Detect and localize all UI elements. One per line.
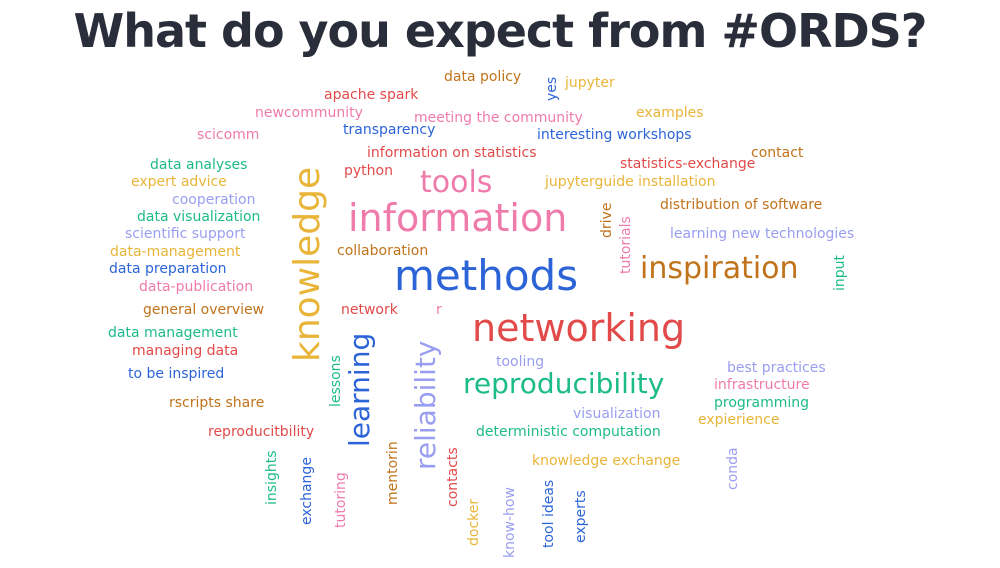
cloud-word: best practices <box>727 360 826 376</box>
cloud-word: knowledge exchange <box>532 453 681 469</box>
cloud-word: inspiration <box>640 251 799 286</box>
cloud-word: expert advice <box>131 174 227 190</box>
cloud-word: rscripts share <box>169 395 265 411</box>
cloud-word: tutorials <box>618 216 634 274</box>
cloud-word: managing data <box>132 343 239 359</box>
cloud-word: data analyses <box>150 157 248 173</box>
cloud-word: distribution of software <box>660 197 823 213</box>
cloud-word: exchange <box>299 457 315 525</box>
cloud-word: collaboration <box>337 243 429 259</box>
cloud-word: reliability <box>409 340 442 471</box>
cloud-word: docker <box>466 498 482 546</box>
cloud-word: visualization <box>573 406 661 422</box>
cloud-word: tooling <box>496 354 545 370</box>
cloud-word: information <box>348 196 568 240</box>
cloud-word: to be inspired <box>128 366 225 382</box>
cloud-word: learning <box>343 332 376 447</box>
cloud-word: tutoring <box>333 472 349 528</box>
cloud-word: scientific support <box>125 226 246 242</box>
cloud-word: interesting workshops <box>537 127 692 143</box>
cloud-word: infrastructure <box>714 377 810 393</box>
cloud-word: cooperation <box>172 192 256 208</box>
cloud-word: deterministic computation <box>476 424 661 440</box>
cloud-word: general overview <box>143 302 265 318</box>
cloud-word: networking <box>472 306 686 350</box>
cloud-word: meeting the community <box>414 110 583 126</box>
cloud-word: learning new technologies <box>670 226 855 242</box>
cloud-word: experts <box>573 490 589 543</box>
slide-title: What do you expect from #ORDS? <box>73 4 927 58</box>
cloud-word: r <box>436 302 442 318</box>
cloud-word: tool ideas <box>541 479 557 548</box>
cloud-word: network <box>341 302 398 318</box>
cloud-word: conda <box>725 447 741 490</box>
cloud-word: data-management <box>110 244 241 260</box>
cloud-word: apache spark <box>324 87 419 103</box>
cloud-word: contacts <box>445 447 461 507</box>
cloud-word: jupyterguide installation <box>545 174 716 190</box>
cloud-word: mentorin <box>385 441 401 505</box>
cloud-word: jupyter <box>565 75 615 91</box>
cloud-word: know-how <box>502 487 518 558</box>
cloud-word: reproducibility <box>463 367 665 400</box>
cloud-word: data-publication <box>139 279 254 295</box>
cloud-word: methods <box>394 251 579 300</box>
cloud-word: data preparation <box>109 261 227 277</box>
cloud-word: data policy <box>444 69 522 85</box>
cloud-word: statistics-exchange <box>620 156 756 172</box>
cloud-word: knowledge <box>287 166 328 362</box>
cloud-word: information on statistics <box>367 145 537 161</box>
cloud-word: programming <box>714 395 810 411</box>
cloud-word: expierience <box>698 412 780 428</box>
cloud-word: examples <box>636 105 704 121</box>
cloud-word: input <box>832 254 848 291</box>
cloud-word: data management <box>108 325 238 341</box>
cloud-word: yes <box>544 76 560 101</box>
cloud-word: drive <box>599 202 615 238</box>
cloud-word: data visualization <box>137 209 261 225</box>
cloud-word: transparency <box>343 122 436 138</box>
cloud-word: contact <box>751 145 804 161</box>
cloud-word: scicomm <box>197 127 260 143</box>
cloud-word: python <box>344 163 393 179</box>
cloud-word: newcommunity <box>255 105 363 121</box>
cloud-word: reproducitbility <box>208 424 315 440</box>
cloud-word: tools <box>420 165 493 200</box>
cloud-word: lessons <box>328 355 344 407</box>
cloud-word: insights <box>264 450 280 506</box>
